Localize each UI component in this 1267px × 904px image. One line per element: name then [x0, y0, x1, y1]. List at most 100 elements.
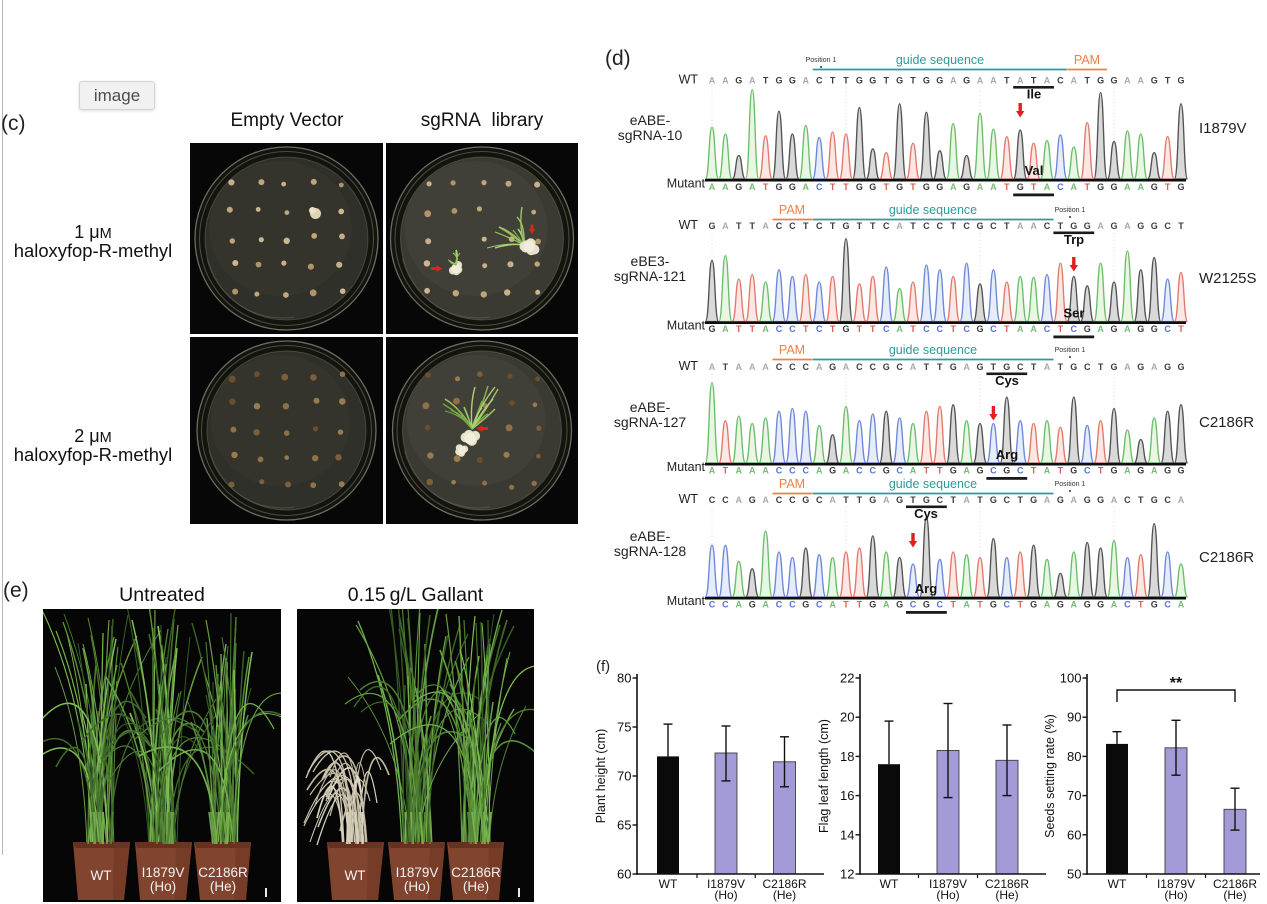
svg-text:eABE-: eABE-	[630, 399, 671, 415]
svg-text:90: 90	[1067, 710, 1081, 725]
svg-text:A: A	[1138, 182, 1145, 192]
svg-text:C: C	[856, 466, 863, 476]
svg-text:sgRNA-127: sgRNA-127	[614, 414, 687, 430]
svg-text:C: C	[1124, 495, 1131, 505]
svg-text:T: T	[910, 221, 916, 231]
svg-text:G: G	[1070, 221, 1077, 231]
svg-text:C: C	[1044, 221, 1051, 231]
svg-text:T: T	[1138, 600, 1144, 610]
svg-text:sgRNA-10: sgRNA-10	[618, 127, 683, 143]
svg-text:A: A	[1151, 362, 1158, 372]
svg-text:16: 16	[840, 788, 854, 803]
svg-text:C: C	[1057, 182, 1064, 192]
svg-text:C: C	[856, 362, 863, 372]
svg-text:G: G	[990, 600, 997, 610]
svg-text:C: C	[1164, 221, 1171, 231]
svg-text:G: G	[869, 600, 876, 610]
svg-text:Mutant: Mutant	[667, 319, 706, 333]
svg-text:G: G	[1137, 362, 1144, 372]
svg-text:A: A	[950, 182, 957, 192]
svg-text:A: A	[1044, 362, 1051, 372]
svg-text:T: T	[883, 182, 889, 192]
svg-text:C: C	[870, 362, 877, 372]
svg-text:A: A	[990, 182, 997, 192]
svg-text:T: T	[910, 182, 916, 192]
svg-text:T: T	[749, 221, 755, 231]
svg-text:T: T	[830, 221, 836, 231]
svg-text:A: A	[883, 600, 890, 610]
svg-text:C: C	[1164, 495, 1171, 505]
svg-text:G: G	[829, 466, 836, 476]
svg-text:A: A	[736, 466, 743, 476]
svg-text:T: T	[1165, 182, 1171, 192]
svg-text:A: A	[1044, 466, 1051, 476]
svg-text:**: **	[1170, 675, 1183, 692]
svg-text:C: C	[963, 324, 970, 334]
svg-text:T: T	[1058, 221, 1064, 231]
svg-text:C: C	[776, 466, 783, 476]
svg-text:G: G	[1151, 324, 1158, 334]
svg-text:G: G	[1097, 600, 1104, 610]
svg-text:Position 1: Position 1	[1055, 207, 1086, 214]
svg-text:T: T	[803, 324, 809, 334]
svg-text:T: T	[1165, 76, 1171, 86]
svg-text:guide sequence: guide sequence	[889, 343, 977, 357]
svg-text:G: G	[923, 76, 930, 86]
svg-text:Cys: Cys	[995, 373, 1019, 388]
svg-text:G: G	[1110, 221, 1117, 231]
svg-text:G: G	[1151, 76, 1158, 86]
svg-text:G: G	[976, 221, 983, 231]
svg-text:C: C	[896, 362, 903, 372]
svg-text:T: T	[950, 495, 956, 505]
svg-text:(He): (He)	[995, 888, 1018, 902]
svg-text:G: G	[1110, 466, 1117, 476]
svg-text:A: A	[829, 495, 836, 505]
svg-text:T: T	[1004, 182, 1010, 192]
svg-text:G: G	[1084, 600, 1091, 610]
svg-text:60: 60	[1067, 827, 1081, 842]
svg-text:T: T	[1004, 324, 1010, 334]
svg-text:A: A	[709, 362, 716, 372]
svg-text:Arg: Arg	[915, 581, 937, 596]
svg-text:A: A	[1124, 182, 1131, 192]
svg-text:G: G	[963, 76, 970, 86]
svg-text:A: A	[1151, 466, 1158, 476]
svg-text:C: C	[789, 324, 796, 334]
svg-text:C: C	[1084, 362, 1091, 372]
svg-text:A: A	[1030, 221, 1037, 231]
svg-text:(Ho): (Ho)	[936, 888, 959, 902]
svg-text:C: C	[990, 324, 997, 334]
svg-text:G: G	[1084, 495, 1091, 505]
svg-text:G: G	[1097, 495, 1104, 505]
svg-text:Plant height (cm): Plant height (cm)	[594, 729, 608, 823]
svg-text:T: T	[1084, 182, 1090, 192]
svg-text:I1879V: I1879V	[1199, 120, 1247, 137]
svg-text:I1879V: I1879V	[396, 865, 439, 880]
svg-text:A: A	[762, 221, 769, 231]
svg-text:WT: WT	[880, 877, 899, 891]
svg-text:G: G	[976, 362, 983, 372]
svg-text:A: A	[1124, 324, 1131, 334]
svg-text:T: T	[749, 324, 755, 334]
svg-text:C2186R: C2186R	[985, 877, 1029, 891]
svg-text:Mutant: Mutant	[667, 460, 706, 474]
svg-text:G: G	[1084, 324, 1091, 334]
svg-text:G: G	[1070, 362, 1077, 372]
svg-text:A: A	[1124, 76, 1131, 86]
svg-text:T: T	[910, 76, 916, 86]
svg-text:70: 70	[617, 769, 631, 784]
svg-text:G: G	[1164, 362, 1171, 372]
svg-text:G: G	[1110, 76, 1117, 86]
svg-text:A: A	[1124, 466, 1131, 476]
svg-text:A: A	[709, 466, 716, 476]
svg-text:G: G	[883, 362, 890, 372]
svg-text:G: G	[856, 182, 863, 192]
svg-text:T: T	[1098, 466, 1104, 476]
svg-text:A: A	[1071, 495, 1078, 505]
svg-text:(He): (He)	[210, 879, 236, 894]
svg-text:G: G	[1057, 600, 1064, 610]
svg-text:WT: WT	[1108, 877, 1127, 891]
svg-text:C2186R: C2186R	[1199, 414, 1254, 431]
svg-text:T: T	[843, 182, 849, 192]
svg-text:G: G	[1110, 182, 1117, 192]
